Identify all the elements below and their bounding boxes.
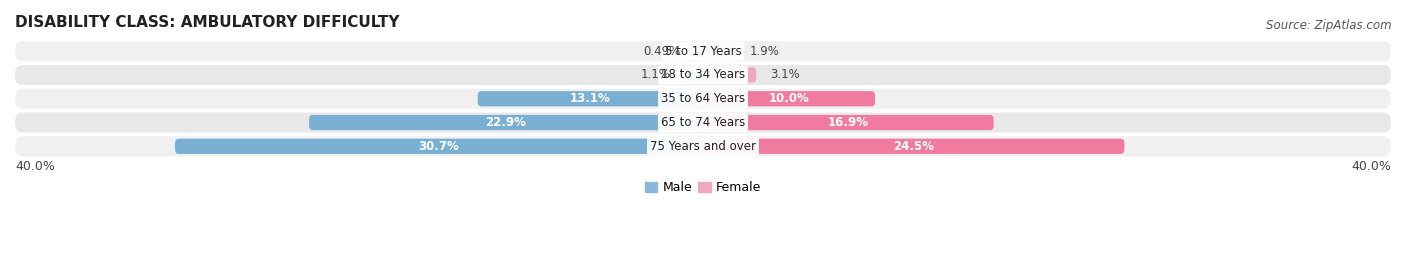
Text: 30.7%: 30.7% [419, 140, 460, 153]
Legend: Male, Female: Male, Female [640, 176, 766, 199]
Text: 24.5%: 24.5% [893, 140, 934, 153]
Text: 3.1%: 3.1% [770, 68, 800, 81]
FancyBboxPatch shape [685, 67, 703, 83]
Text: 10.0%: 10.0% [769, 92, 810, 105]
FancyBboxPatch shape [703, 67, 756, 83]
FancyBboxPatch shape [703, 139, 1125, 154]
Text: Source: ZipAtlas.com: Source: ZipAtlas.com [1267, 19, 1392, 32]
Text: 13.1%: 13.1% [569, 92, 610, 105]
FancyBboxPatch shape [15, 89, 1391, 109]
FancyBboxPatch shape [15, 136, 1391, 156]
FancyBboxPatch shape [703, 115, 994, 130]
FancyBboxPatch shape [703, 44, 735, 59]
Text: 65 to 74 Years: 65 to 74 Years [661, 116, 745, 129]
Text: 5 to 17 Years: 5 to 17 Years [665, 45, 741, 58]
Text: 40.0%: 40.0% [15, 160, 55, 173]
Text: 1.9%: 1.9% [749, 45, 779, 58]
Text: DISABILITY CLASS: AMBULATORY DIFFICULTY: DISABILITY CLASS: AMBULATORY DIFFICULTY [15, 15, 399, 30]
Text: 18 to 34 Years: 18 to 34 Years [661, 68, 745, 81]
Text: 35 to 64 Years: 35 to 64 Years [661, 92, 745, 105]
FancyBboxPatch shape [703, 91, 875, 106]
FancyBboxPatch shape [15, 65, 1391, 85]
FancyBboxPatch shape [15, 113, 1391, 132]
Text: 40.0%: 40.0% [1351, 160, 1391, 173]
Text: 0.49%: 0.49% [644, 45, 681, 58]
FancyBboxPatch shape [15, 41, 1391, 61]
Text: 16.9%: 16.9% [828, 116, 869, 129]
Text: 1.1%: 1.1% [641, 68, 671, 81]
Text: 22.9%: 22.9% [485, 116, 526, 129]
FancyBboxPatch shape [695, 44, 703, 59]
Text: 75 Years and over: 75 Years and over [650, 140, 756, 153]
FancyBboxPatch shape [478, 91, 703, 106]
FancyBboxPatch shape [309, 115, 703, 130]
FancyBboxPatch shape [174, 139, 703, 154]
